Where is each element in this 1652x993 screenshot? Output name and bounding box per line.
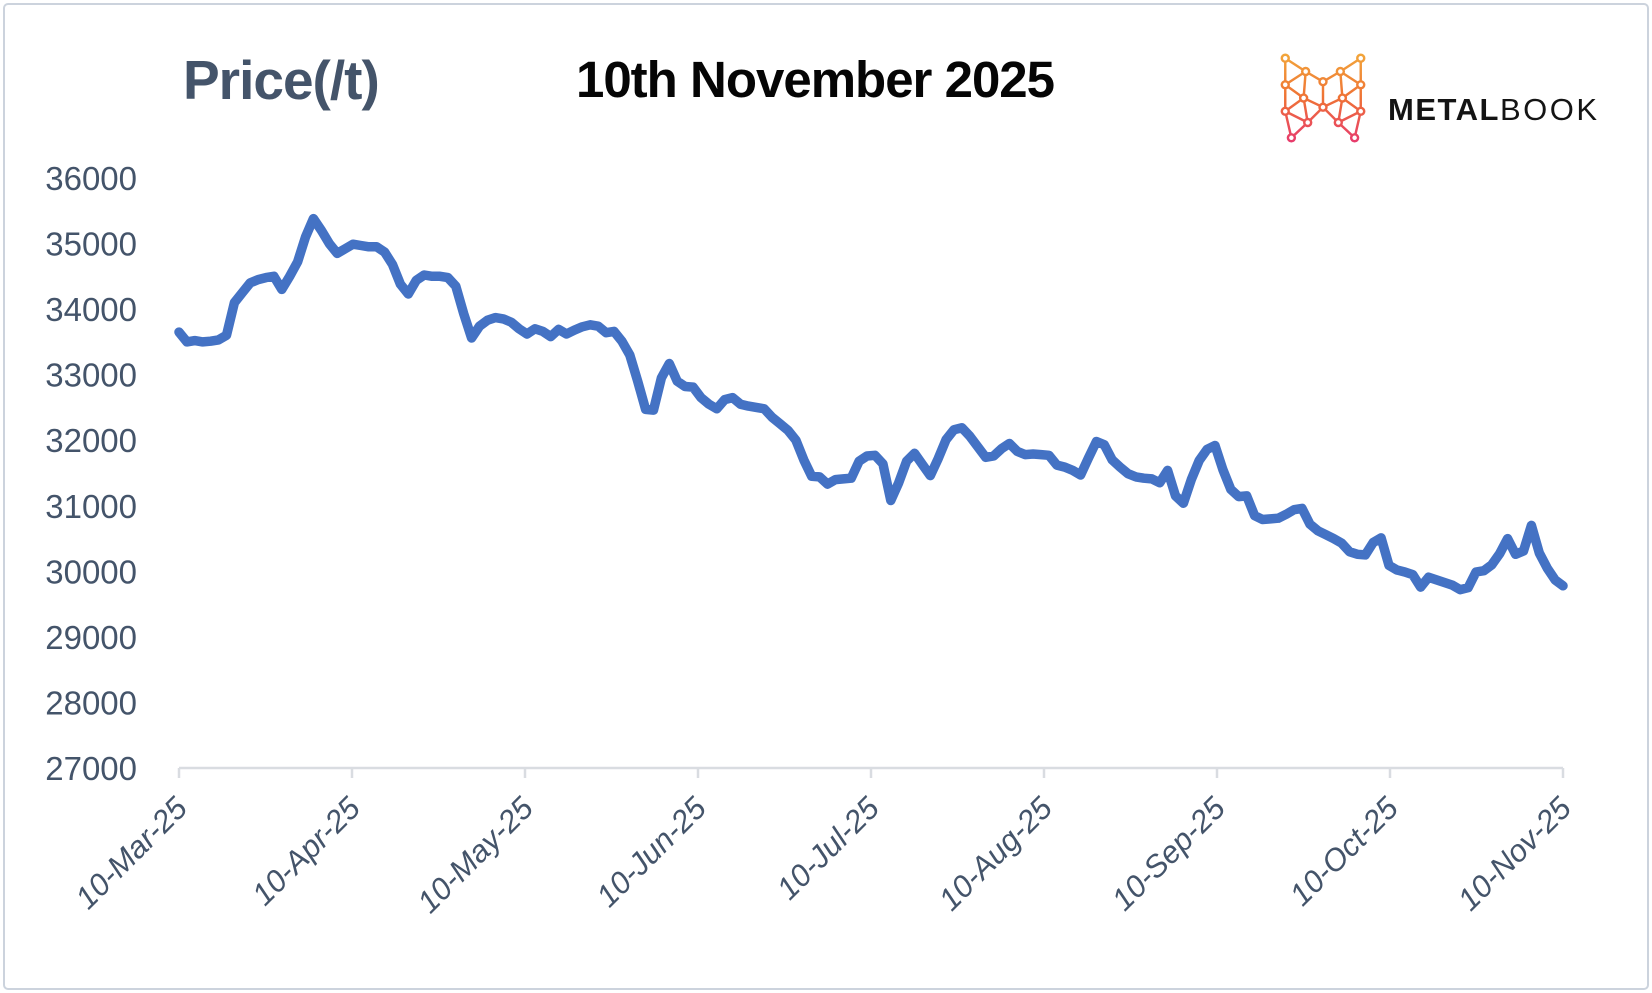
y-axis-title: Price(/t) [183,49,380,111]
metalbook-logo: METALBOOK [1272,50,1600,144]
chart-title: 10th November 2025 [575,51,1055,108]
y-tick-label: 34000 [45,291,137,328]
x-tick-label: 10-Oct-25 [1283,790,1406,913]
x-tick-label: 10-Mar-25 [68,790,194,916]
y-tick-label: 33000 [45,357,137,394]
y-tick-label: 28000 [45,684,137,721]
x-tick-label: 10-Nov-25 [1451,790,1579,918]
price-series-line [174,213,1568,595]
y-tick-label: 29000 [45,619,137,656]
x-tick-label: 10-Apr-25 [245,790,367,912]
x-tick-label: 10-Aug-25 [932,790,1060,918]
chart-card [3,3,1649,990]
y-tick-label: 31000 [45,488,137,525]
x-tick-label: 10-Jun-25 [589,790,713,914]
y-tick-label: 27000 [45,750,137,787]
x-tick-label: 10-Sep-25 [1105,790,1233,918]
metalbook-wordmark-bold: METAL [1388,92,1500,127]
y-tick-label: 32000 [45,422,137,459]
y-tick-label: 30000 [45,553,137,590]
y-tick-label: 35000 [45,226,137,263]
y-tick-label: 36000 [45,160,137,197]
metalbook-wordmark-light: BOOK [1499,92,1600,127]
metalbook-wordmark: METALBOOK [1388,92,1600,128]
x-tick-label: 10-Jul-25 [770,790,887,907]
x-tick-label: 10-May-25 [410,790,540,920]
metalbook-m-network-icon [1280,53,1366,143]
